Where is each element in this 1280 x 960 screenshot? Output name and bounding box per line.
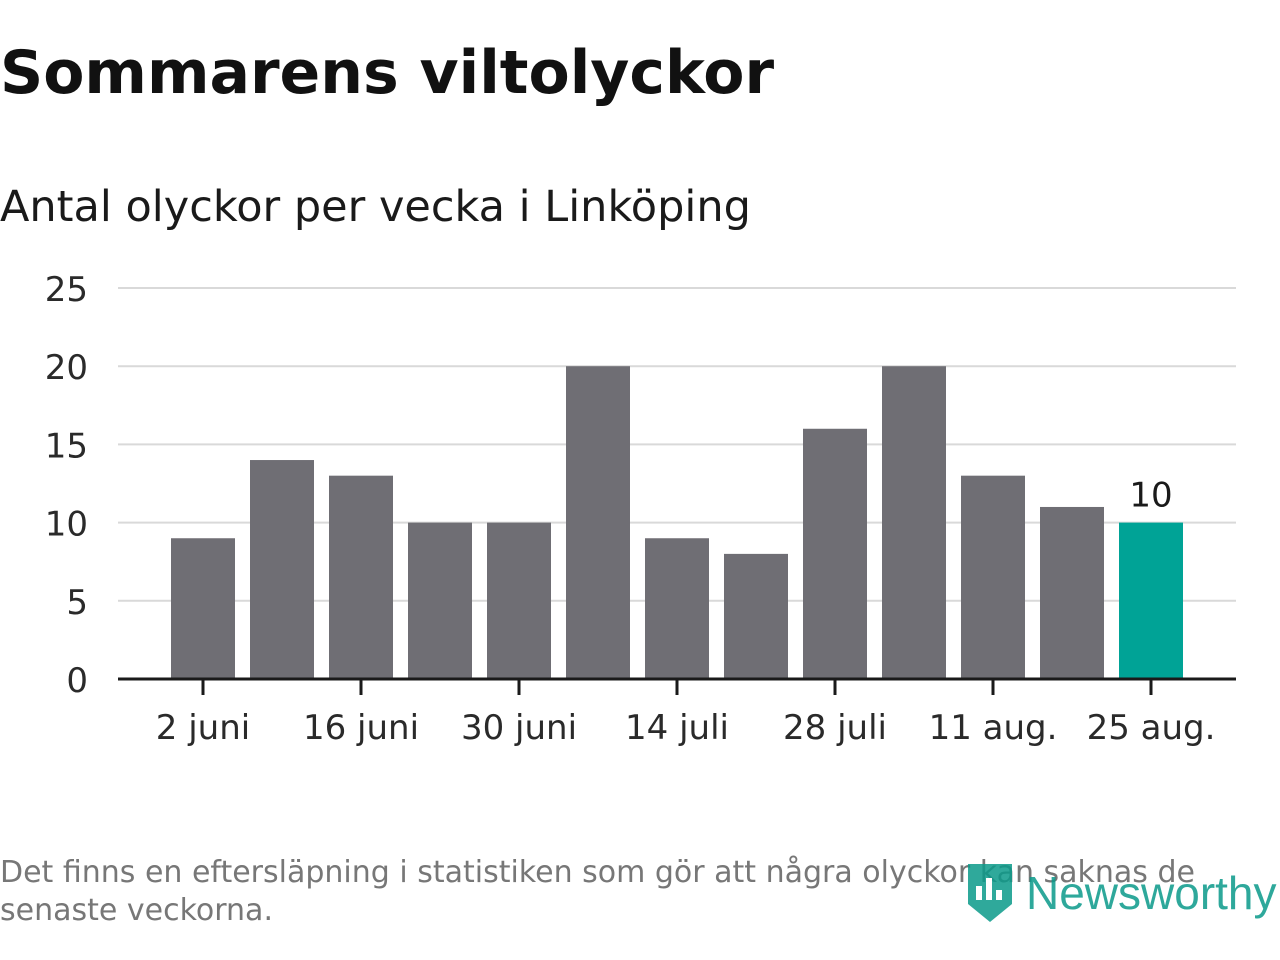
x-tick-label: 30 juni xyxy=(461,708,577,748)
data-label: 10 xyxy=(1129,476,1172,516)
y-tick-label: 0 xyxy=(66,661,88,701)
bar xyxy=(329,475,393,679)
bar xyxy=(645,538,709,679)
bar-chart: 0 5 10 15 20 25 10 2 juni 16 juni 30 juni 14 juli 2… xyxy=(45,270,1236,748)
y-tick-label: 5 xyxy=(66,583,88,623)
x-tick-label: 28 juli xyxy=(783,708,887,748)
x-tick-label: 14 juli xyxy=(625,708,729,748)
y-tick-label: 25 xyxy=(45,270,88,310)
bar xyxy=(882,366,946,679)
bar xyxy=(803,428,867,679)
chart-title: Sommarens viltolyckor xyxy=(0,38,775,108)
bar xyxy=(408,522,472,679)
bar xyxy=(250,460,314,679)
x-tick-label: 16 juni xyxy=(303,708,419,748)
bar xyxy=(566,366,630,679)
bar xyxy=(724,553,788,679)
chart-subtitle: Antal olyckor per vecka i Linköping xyxy=(0,182,751,232)
y-tick-label: 20 xyxy=(45,348,88,388)
y-tick-label: 10 xyxy=(45,505,88,545)
bar-chart-badge-icon xyxy=(968,864,1012,922)
bar xyxy=(487,522,551,679)
logo-text: Newsworthy xyxy=(1026,867,1277,919)
bar xyxy=(171,538,235,679)
newsworthy-logo: Newsworthy xyxy=(964,858,1277,928)
x-tick-label: 25 aug. xyxy=(1087,708,1216,748)
x-tick-label: 11 aug. xyxy=(929,708,1058,748)
y-tick-label: 15 xyxy=(45,426,88,466)
bar xyxy=(1040,506,1104,679)
bar xyxy=(961,475,1025,679)
x-tick-label: 2 juni xyxy=(156,708,250,748)
bar xyxy=(1119,522,1183,679)
